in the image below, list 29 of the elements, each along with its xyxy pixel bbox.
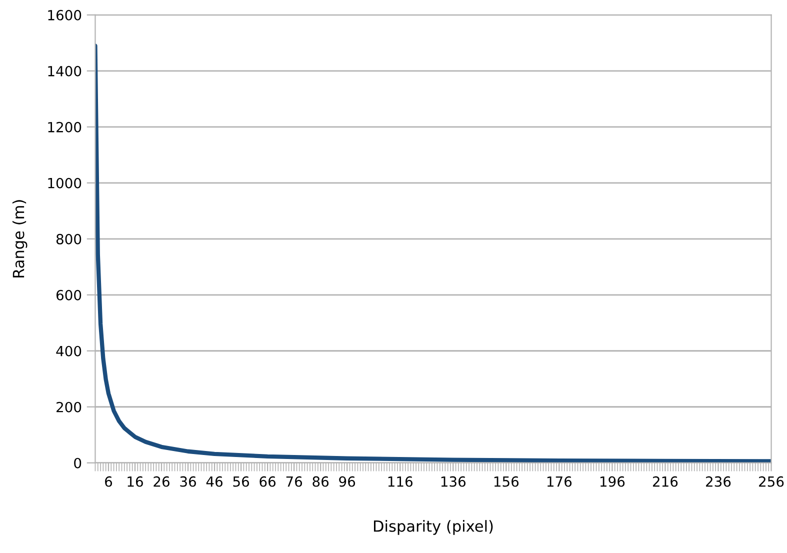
x-tick-label: 136 — [441, 476, 466, 487]
y-tick-label: 1200 — [48, 122, 82, 132]
x-tick-label: 116 — [388, 476, 412, 487]
x-tick-label: 46 — [206, 476, 222, 487]
x-tick-label: 36 — [180, 476, 196, 487]
y-tick-label: 400 — [56, 346, 82, 356]
x-tick-label: 6 — [105, 476, 112, 487]
x-axis-title: Disparity (pixel) — [374, 520, 493, 535]
x-tick-label: 196 — [600, 476, 625, 487]
y-tick-label: 800 — [56, 234, 82, 244]
y-tick-label: 0 — [74, 458, 82, 468]
x-tick-label: 76 — [286, 476, 302, 487]
y-tick-label: 200 — [56, 402, 82, 412]
x-tick-label: 16 — [128, 476, 143, 487]
x-tick-label: 26 — [154, 476, 170, 487]
x-tick-label: 216 — [652, 476, 678, 487]
x-tick-label: 66 — [260, 476, 276, 487]
x-tick-label: 256 — [759, 476, 784, 487]
y-tick-label: 1400 — [48, 66, 82, 76]
x-tick-label: 156 — [494, 476, 519, 487]
x-tick-label: 176 — [547, 476, 572, 487]
y-tick-label: 1000 — [48, 178, 82, 188]
y-tick-label: 1600 — [48, 10, 82, 20]
x-tick-label: 96 — [339, 476, 356, 487]
x-tick-label: 236 — [706, 476, 731, 487]
x-tick-label: 56 — [233, 476, 249, 487]
y-axis-title: Range (m) — [12, 200, 28, 278]
y-tick-label: 600 — [56, 290, 82, 300]
x-tick-label: 86 — [312, 476, 329, 487]
